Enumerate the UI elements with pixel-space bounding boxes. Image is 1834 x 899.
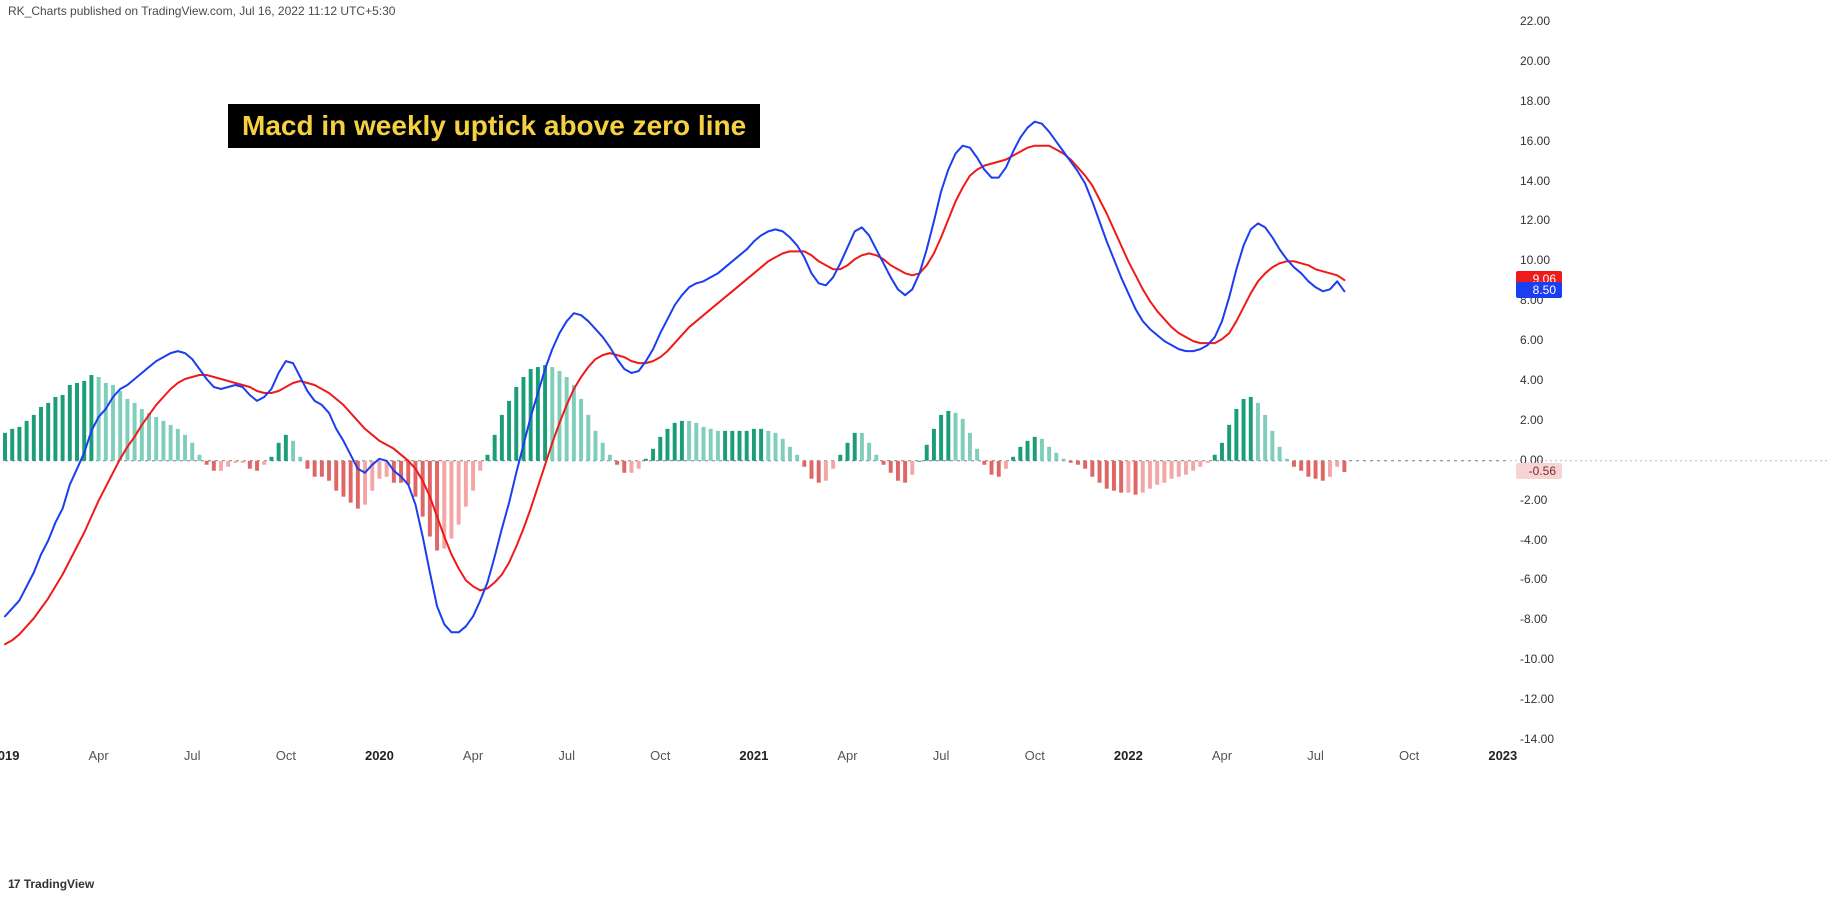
x-tick-label: Jul: [933, 748, 950, 763]
value-tag: -0.56: [1516, 463, 1562, 479]
chart-container: RK_Charts published on TradingView.com, …: [0, 0, 1834, 899]
x-tick-label: 2022: [1114, 748, 1143, 763]
y-tick-label: 10.00: [1520, 253, 1550, 267]
y-tick-label: -8.00: [1520, 612, 1547, 626]
y-tick-label: 22.00: [1520, 14, 1550, 28]
y-tick-label: -2.00: [1520, 493, 1547, 507]
x-tick-label: Apr: [1212, 748, 1232, 763]
y-tick-label: 6.00: [1520, 333, 1543, 347]
x-tick-label: Oct: [1025, 748, 1045, 763]
y-tick-label: -12.00: [1520, 692, 1554, 706]
y-tick-label: 12.00: [1520, 213, 1550, 227]
x-tick-label: Oct: [276, 748, 296, 763]
x-tick-label: 2021: [739, 748, 768, 763]
x-tick-label: Apr: [88, 748, 108, 763]
y-tick-label: 20.00: [1520, 54, 1550, 68]
y-tick-label: -14.00: [1520, 732, 1554, 746]
x-tick-label: Jul: [1307, 748, 1324, 763]
value-tag: 8.50: [1516, 282, 1562, 298]
y-tick-label: 2.00: [1520, 413, 1543, 427]
chart-annotation: Macd in weekly uptick above zero line: [228, 104, 760, 148]
y-tick-label: 18.00: [1520, 94, 1550, 108]
x-tick-label: Apr: [837, 748, 857, 763]
x-tick-label: Jul: [184, 748, 201, 763]
x-tick-label: Oct: [650, 748, 670, 763]
y-tick-label: -4.00: [1520, 533, 1547, 547]
y-tick-label: -6.00: [1520, 572, 1547, 586]
x-tick-label: 2020: [365, 748, 394, 763]
y-tick-label: -10.00: [1520, 652, 1554, 666]
x-tick-label: 2023: [1488, 748, 1517, 763]
y-tick-label: 4.00: [1520, 373, 1543, 387]
x-tick-label: Oct: [1399, 748, 1419, 763]
x-tick-label: Apr: [463, 748, 483, 763]
tradingview-logo: 17 TradingView: [8, 877, 94, 891]
x-tick-label: Jul: [558, 748, 575, 763]
y-tick-label: 16.00: [1520, 134, 1550, 148]
x-tick-label: 2019: [0, 748, 19, 763]
y-tick-label: 14.00: [1520, 174, 1550, 188]
